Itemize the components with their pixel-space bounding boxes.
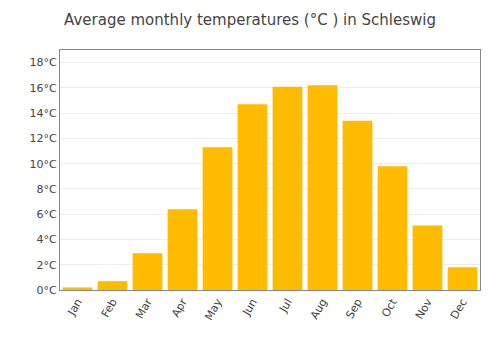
svg-text:Dec: Dec (448, 296, 470, 321)
svg-text:Mar: Mar (133, 296, 155, 321)
svg-text:May: May (202, 296, 225, 323)
svg-text:12°C: 12°C (30, 132, 57, 145)
svg-text:18°C: 18°C (30, 56, 57, 69)
svg-text:6°C: 6°C (37, 208, 57, 221)
svg-text:10°C: 10°C (30, 158, 57, 171)
svg-text:Jun: Jun (240, 296, 260, 318)
svg-text:Average monthly temperatures (: Average monthly temperatures (°C ) in Sc… (64, 11, 436, 29)
svg-text:2°C: 2°C (37, 259, 57, 272)
svg-text:Apr: Apr (169, 296, 190, 319)
svg-text:Oct: Oct (379, 296, 400, 320)
svg-text:Feb: Feb (99, 296, 120, 319)
svg-text:Nov: Nov (413, 296, 435, 322)
svg-text:0°C: 0°C (37, 284, 57, 297)
svg-text:4°C: 4°C (37, 233, 57, 246)
svg-text:Jul: Jul (276, 296, 294, 315)
svg-text:14°C: 14°C (30, 107, 57, 120)
svg-text:8°C: 8°C (37, 183, 57, 196)
svg-text:Jan: Jan (65, 296, 85, 318)
svg-text:Aug: Aug (308, 296, 330, 321)
svg-text:16°C: 16°C (30, 82, 57, 95)
svg-text:Sep: Sep (343, 296, 365, 320)
